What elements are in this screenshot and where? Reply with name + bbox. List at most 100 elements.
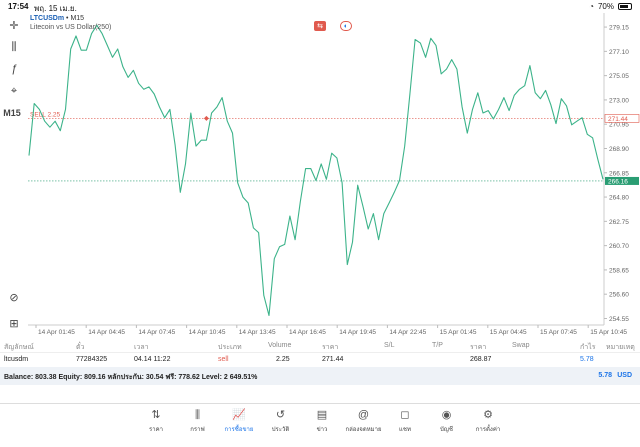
nav-charts[interactable]: ⫼ กราฟ xyxy=(178,408,218,434)
nav-label: กล่องจดหมาย xyxy=(345,427,382,433)
chat-icon: ◻ xyxy=(400,409,410,421)
cell-type: sell xyxy=(218,356,229,363)
y-tick-label: 254.55 xyxy=(609,316,629,323)
battery-percent: 70% xyxy=(597,2,614,11)
x-tick-label: 14 Apr 22:45 xyxy=(389,329,426,336)
y-tick-label: 273.00 xyxy=(609,97,629,104)
x-tick-label: 14 Apr 04:45 xyxy=(88,329,125,336)
price-series-line xyxy=(28,24,604,317)
nav-label: การซื้อขาย xyxy=(224,427,254,433)
indicator-icon[interactable]: ƒ xyxy=(10,63,18,75)
column-header[interactable]: ประเภท xyxy=(218,344,242,351)
nav-news[interactable]: ▤ ข่าว xyxy=(302,408,342,434)
column-header[interactable]: ตั๋ว xyxy=(76,344,85,351)
one-click-trade-icon[interactable]: ⇆ xyxy=(314,21,326,31)
x-tick-label: 14 Apr 13:45 xyxy=(239,329,276,336)
cell-current-price: 268.87 xyxy=(470,356,492,363)
sell-entry-marker[interactable] xyxy=(203,115,209,121)
nav-quotes[interactable]: ⇅ ราคา xyxy=(136,408,176,434)
bottom-navigation: ⇅ ราคา ⫼ กราฟ 📈 การซื้อขาย ↺ ประวัติ ▤ ข่าว @ กล่อง… xyxy=(0,403,640,447)
chart-timeframe: M15 xyxy=(70,15,85,22)
y-tick-label: 270.95 xyxy=(609,122,629,129)
market-depth-icon[interactable]: ◐ xyxy=(340,21,352,31)
trade-icon: 📈 xyxy=(232,409,246,421)
x-tick-label: 14 Apr 10:45 xyxy=(189,329,226,336)
y-tick-label: 264.80 xyxy=(609,195,629,202)
settings-icon: ⚙ xyxy=(483,409,493,421)
clock: 17:54 xyxy=(8,2,29,11)
add-window-icon[interactable]: ⊞ xyxy=(9,317,19,330)
chart-toolbar: ✛ ⫼ ƒ ⌖ M15 ⊘ ⊞ xyxy=(0,13,28,333)
y-tick-label: 262.75 xyxy=(609,219,629,226)
y-tick-label: 266.85 xyxy=(609,170,629,177)
y-tick-label: 275.05 xyxy=(609,73,629,80)
nav-label: บัญชี xyxy=(440,427,453,433)
nav-label: แชท xyxy=(399,427,411,433)
cell-ticket: 77284325 xyxy=(76,356,108,363)
column-header[interactable]: Swap xyxy=(512,342,530,349)
charts-icon: ⫼ xyxy=(194,409,201,421)
y-tick-label: 258.65 xyxy=(609,267,629,274)
column-header[interactable]: ราคา xyxy=(322,344,339,351)
table-header: สัญลักษณ์ ตั๋ว เวลา ประเภท Volume ราคา S/L T/P ร… xyxy=(0,339,640,353)
nav-label: ราคา xyxy=(149,427,163,433)
mailbox-icon: @ xyxy=(357,409,370,421)
candlestick-icon[interactable]: ⫼ xyxy=(11,40,17,53)
history-icon: ↺ xyxy=(275,409,286,421)
zoom-icon[interactable]: ⊘ xyxy=(9,291,19,304)
nav-label: ประวัติ xyxy=(271,427,290,433)
y-tick-label: 260.70 xyxy=(609,243,629,250)
column-header[interactable]: T/P xyxy=(432,342,443,349)
column-header[interactable]: สัญลักษณ์ xyxy=(4,344,34,351)
x-tick-label: 15 Apr 01:45 xyxy=(440,329,477,336)
positions-table: สัญลักษณ์ ตั๋ว เวลา ประเภท Volume ราคา S/L T/P ร… xyxy=(0,339,640,385)
column-header[interactable]: เวลา xyxy=(134,344,149,351)
y-tick-label: 279.15 xyxy=(609,25,629,32)
price-chart[interactable]: 279.15 277.10 275.05 273.00 270.95 268.90 266.… xyxy=(28,13,640,339)
x-tick-label: 14 Apr 19:45 xyxy=(339,329,376,336)
cell-time: 04.14 11:22 xyxy=(134,356,171,363)
sell-price-tag xyxy=(604,114,640,123)
table-row[interactable]: ltcusdm 77284325 04.14 11:22 sell 2.25 2… xyxy=(0,353,640,367)
nav-trade[interactable]: 📈 การซื้อขาย xyxy=(219,408,259,434)
column-header[interactable]: กำไร xyxy=(580,344,596,351)
column-header[interactable]: ราคา xyxy=(470,344,487,351)
account-currency: USD xyxy=(617,372,632,379)
balance-bar: Balance: 803.38 Equity: 809.16 หลักประกั… xyxy=(0,367,640,385)
x-tick-label: 14 Apr 07:45 xyxy=(138,329,175,336)
nav-label: ข่าว xyxy=(316,427,328,433)
objects-icon[interactable]: ⌖ xyxy=(10,84,18,97)
column-header[interactable]: S/L xyxy=(384,342,395,349)
chart-canvas: 279.15 277.10 275.05 273.00 270.95 268.90 266.… xyxy=(28,13,640,336)
status-bar: 17:54 พฤ. 15 เม.ย. ◔ 70% xyxy=(0,0,640,13)
y-tick-label: 256.60 xyxy=(609,292,629,299)
y-tick-label: 268.90 xyxy=(609,146,629,153)
cell-price: 271.44 xyxy=(322,356,344,363)
bid-price-tag xyxy=(605,176,639,185)
column-header[interactable]: หมายเหตุ xyxy=(606,344,635,351)
battery-icon xyxy=(618,3,632,10)
x-tick-label: 14 Apr 01:45 xyxy=(38,329,75,336)
wifi-icon: ◔ xyxy=(589,2,594,11)
nav-chat[interactable]: ◻ แชท xyxy=(385,408,425,434)
sell-price-tag-label: 271.44 xyxy=(608,116,628,123)
nav-label: การตั้งค่า xyxy=(475,427,501,433)
crosshair-icon[interactable]: ✛ xyxy=(9,19,19,32)
timeframe-button[interactable]: M15 xyxy=(3,108,21,118)
nav-settings[interactable]: ⚙ การตั้งค่า xyxy=(468,408,508,434)
nav-history[interactable]: ↺ ประวัติ xyxy=(261,408,301,434)
bid-price-tag-label: 266.16 xyxy=(608,178,628,185)
quotes-icon: ⇅ xyxy=(151,409,161,421)
chart-description: Litecoin vs US Dollar(250) xyxy=(30,24,112,31)
nav-label: กราฟ xyxy=(190,427,205,433)
x-tick-label: 15 Apr 07:45 xyxy=(540,329,577,336)
chart-symbol: LTCUSDm xyxy=(30,15,65,22)
nav-mailbox[interactable]: @ กล่องจดหมาย xyxy=(344,408,384,434)
x-tick-label: 15 Apr 10:45 xyxy=(590,329,627,336)
date: พฤ. 15 เม.ย. xyxy=(34,4,77,13)
column-header[interactable]: Volume xyxy=(268,342,292,349)
x-tick-label: 14 Apr 16:45 xyxy=(289,329,326,336)
balance-summary: Balance: 803.38 Equity: 809.16 หลักประกั… xyxy=(4,374,258,381)
sell-order-label[interactable]: SELL 2.25 xyxy=(30,111,61,118)
nav-accounts[interactable]: ◉ บัญชี xyxy=(427,408,467,434)
